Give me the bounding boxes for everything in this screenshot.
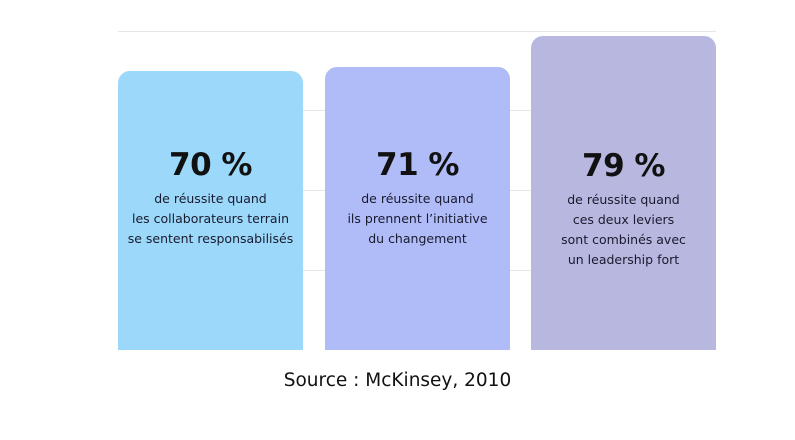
bar-value: 79 % [582, 148, 666, 184]
bar-description: de réussite quand ces deux leviers sont … [561, 192, 686, 267]
source-caption: Source : McKinsey, 2010 [283, 370, 512, 391]
gridline-1 [118, 31, 716, 32]
bar-79: 79 % de réussite quand ces deux leviers … [531, 36, 716, 350]
bar-71: 71 % de réussite quand ils prennent l’in… [325, 67, 510, 350]
bar-70: 70 % de réussite quand les collaborateur… [118, 71, 303, 350]
bar-value: 71 % [376, 147, 460, 183]
bar-value: 70 % [169, 147, 253, 183]
bar-description: de réussite quand les collaborateurs ter… [127, 191, 294, 246]
bar-description: de réussite quand ils prennent l’initiat… [347, 191, 488, 246]
